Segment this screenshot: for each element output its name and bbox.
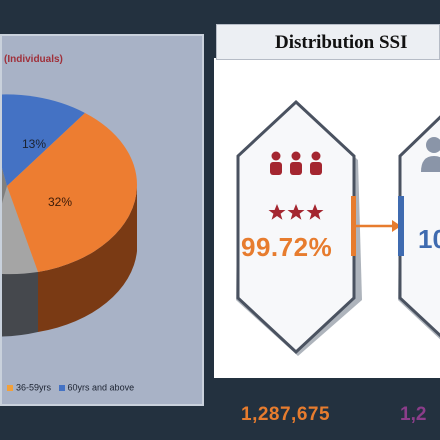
pie-legend: 36-59yrs 60yrs and above: [2, 382, 206, 402]
pie-depth-orange: [38, 186, 137, 332]
arrow-head: [392, 220, 401, 232]
legend-swatch-60plus: [58, 384, 65, 391]
distribution-count-2: 1,2: [400, 404, 427, 425]
distribution-percent-2: 10: [418, 224, 440, 254]
distribution-count-1: 1,287,675: [241, 404, 331, 425]
legend-label-36-59: 36-59yrs: [16, 382, 52, 393]
pie-label-orange: 32%: [48, 195, 72, 209]
pie-chart-title: (Individuals): [4, 54, 63, 65]
hex-badge-1-accent: [351, 196, 356, 256]
pie-chart: 13% 32%: [2, 94, 138, 337]
person-icon: [421, 137, 440, 172]
hex-badge-1: [236, 99, 356, 355]
legend-label-60plus: 60yrs and above: [67, 382, 135, 393]
group-people-icon: [270, 151, 322, 175]
hex-badge-2-accent: [398, 196, 404, 256]
distribution-percent-1: 99.72%: [241, 232, 333, 262]
pie-depth-gray-front: [2, 272, 38, 337]
legend-swatch-36-59: [7, 384, 13, 391]
pie-slice-gray: [2, 168, 38, 275]
pie-slice-gray-dark: [2, 168, 7, 204]
distribution-heading-banner: Distribution SSI: [216, 24, 440, 60]
distribution-heading: Distribution SSI: [275, 32, 408, 53]
pie-label-blue: 13%: [22, 137, 46, 151]
pie-slice-blue: [2, 94, 85, 186]
stars-icon: [268, 204, 324, 220]
pie-slice-orange: [7, 113, 138, 272]
pie-chart-panel: (Individuals) 13% 32% 36-59yrs 60yrs and…: [0, 34, 204, 406]
